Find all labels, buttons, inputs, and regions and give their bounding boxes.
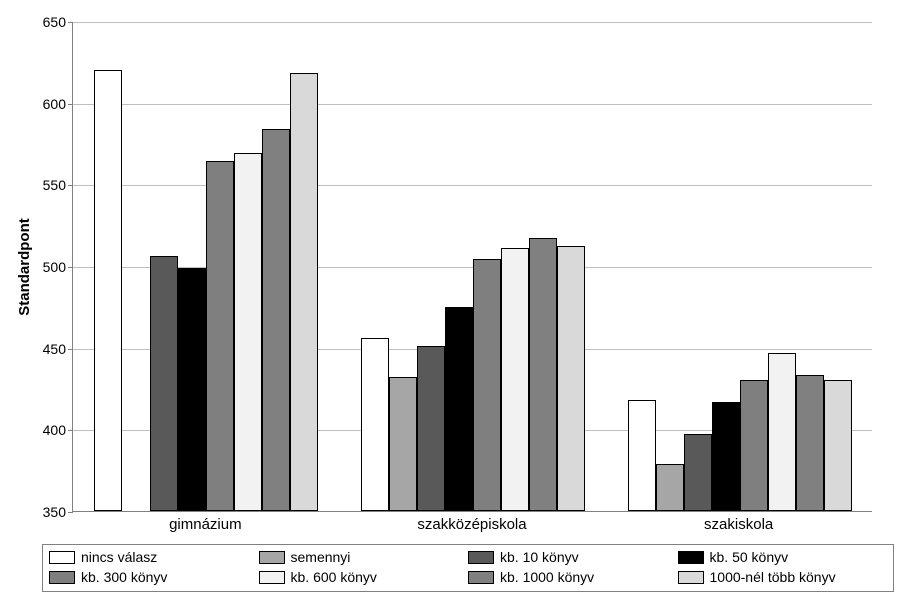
legend-swatch <box>678 551 704 564</box>
bar <box>740 380 768 511</box>
bar <box>389 377 417 511</box>
legend-item: kb. 50 könyv <box>678 547 888 567</box>
legend-label: kb. 10 könyv <box>500 549 579 565</box>
legend-swatch <box>49 551 75 564</box>
legend-item: kb. 600 könyv <box>259 567 469 587</box>
y-tick-mark <box>68 185 73 186</box>
y-tick-label: 600 <box>26 96 66 112</box>
y-tick-label: 500 <box>26 259 66 275</box>
y-tick-label: 450 <box>26 341 66 357</box>
legend-item: kb. 1000 könyv <box>468 567 678 587</box>
legend-label: nincs válasz <box>81 549 157 565</box>
y-tick-label: 550 <box>26 177 66 193</box>
x-tick-label: gimnázium <box>169 516 242 533</box>
bar <box>796 375 824 511</box>
y-tick-label: 650 <box>26 14 66 30</box>
legend-item: kb. 300 könyv <box>49 567 259 587</box>
y-tick-mark <box>68 430 73 431</box>
y-tick-mark <box>68 512 73 513</box>
legend-label: kb. 50 könyv <box>710 549 789 565</box>
legend-label: kb. 600 könyv <box>291 569 377 585</box>
x-tick-label: szakközépiskola <box>417 516 526 533</box>
y-tick-mark <box>68 104 73 105</box>
legend-swatch <box>259 571 285 584</box>
legend-item: nincs válasz <box>49 547 259 567</box>
legend-label: kb. 300 könyv <box>81 569 167 585</box>
bar <box>178 268 206 511</box>
bar <box>445 307 473 511</box>
bar <box>628 400 656 511</box>
y-tick-mark <box>68 349 73 350</box>
bar <box>473 259 501 511</box>
bar <box>529 238 557 511</box>
chart-container: Standardpont nincs válaszsemennyikb. 10 … <box>12 12 892 602</box>
bar <box>824 380 852 511</box>
y-tick-label: 350 <box>26 504 66 520</box>
legend: nincs válasz semennyi kb. 10 könyv kb. 50 k… <box>42 544 894 592</box>
legend-swatch <box>259 551 285 564</box>
bar <box>94 70 122 511</box>
bar <box>361 338 389 511</box>
grid-line <box>73 22 872 23</box>
bar <box>768 353 796 511</box>
grid-line <box>73 185 872 186</box>
bar <box>684 434 712 511</box>
bar <box>656 464 684 511</box>
grid-line <box>73 104 872 105</box>
legend-swatch <box>468 551 494 564</box>
bar <box>150 256 178 511</box>
y-tick-mark <box>68 22 73 23</box>
bar <box>290 73 318 511</box>
plot-area <box>72 22 872 512</box>
y-tick-label: 400 <box>26 422 66 438</box>
bar <box>557 246 585 511</box>
legend-item: 1000-nél több könyv <box>678 567 888 587</box>
legend-label: kb. 1000 könyv <box>500 569 594 585</box>
legend-item: semennyi <box>259 547 469 567</box>
y-tick-mark <box>68 267 73 268</box>
bar <box>206 161 234 511</box>
legend-swatch <box>468 571 494 584</box>
legend-swatch <box>49 571 75 584</box>
bar <box>234 153 262 511</box>
legend-label: 1000-nél több könyv <box>710 569 836 585</box>
legend-label: semennyi <box>291 549 351 565</box>
bar <box>417 346 445 511</box>
legend-swatch <box>678 571 704 584</box>
bar <box>712 402 740 511</box>
x-tick-label: szakiskola <box>704 516 773 533</box>
legend-item: kb. 10 könyv <box>468 547 678 567</box>
bar <box>501 248 529 511</box>
bar <box>262 129 290 511</box>
